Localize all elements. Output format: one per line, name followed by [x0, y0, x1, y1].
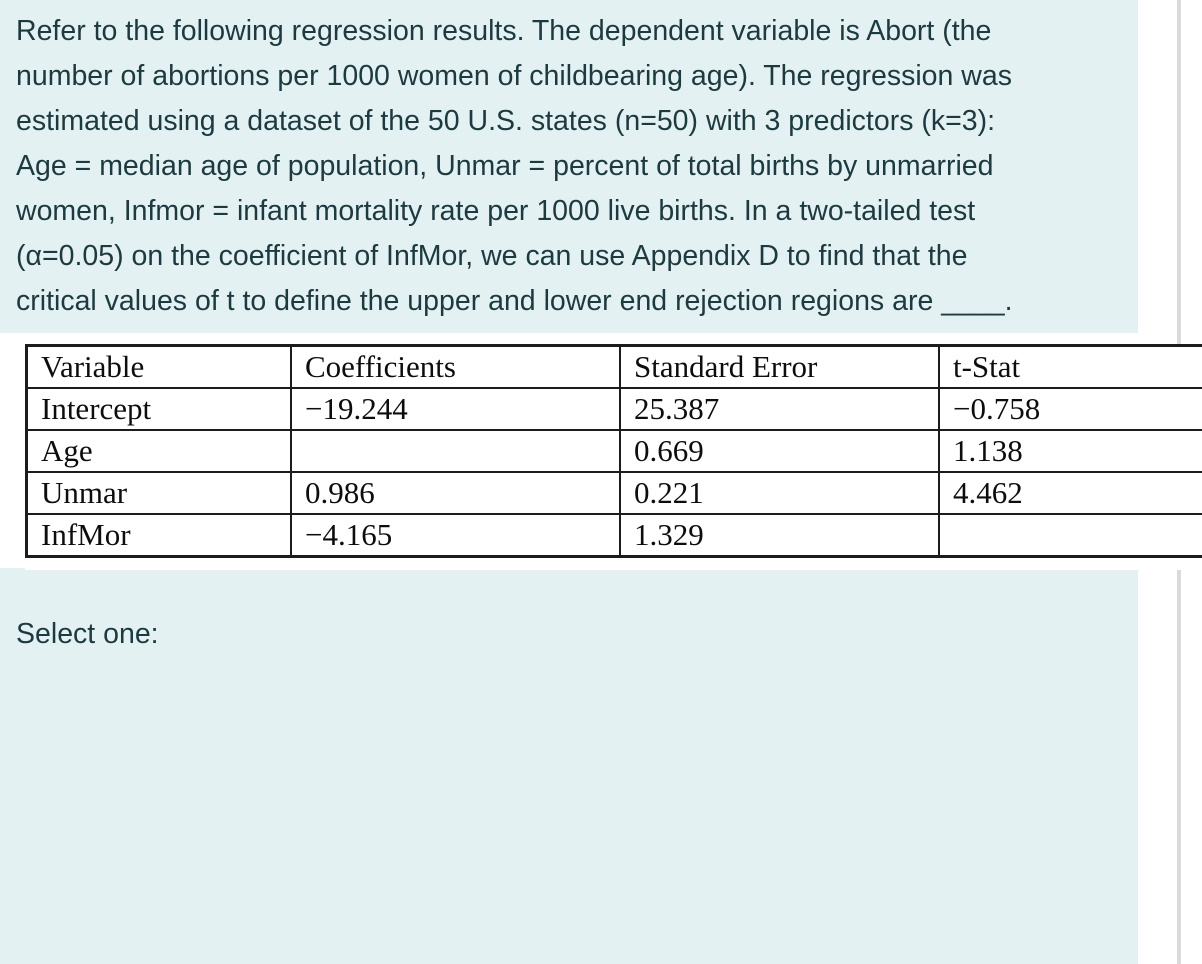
- table-cell: Age: [25, 429, 292, 473]
- select-one-label: Select one:: [16, 618, 159, 650]
- table-row: InfMor −4.165 1.329: [25, 513, 1202, 558]
- table-cell: 4.462: [938, 471, 1202, 515]
- table-cell: 1.329: [619, 513, 940, 558]
- question-line: Age = median age of population, Unmar = …: [16, 150, 994, 182]
- table-row: Intercept −19.244 25.387 −0.758: [25, 387, 1202, 431]
- answer-options-block: Select one: ±2.013 ±1.657 ±2.306 ±3.707: [0, 568, 1138, 964]
- table-header-cell: t-Stat: [938, 344, 1202, 389]
- question-line: number of abortions per 1000 women of ch…: [16, 60, 1012, 92]
- table-header-row: Variable Coefficients Standard Error t-S…: [25, 344, 1202, 389]
- table-cell: 0.221: [619, 471, 940, 515]
- regression-table: Variable Coefficients Standard Error t-S…: [25, 344, 1202, 558]
- table-header-cell: Coefficients: [290, 344, 621, 389]
- table-cell: [938, 513, 1202, 558]
- table-header-cell: Standard Error: [619, 344, 940, 389]
- regression-table-image: Variable Coefficients Standard Error t-S…: [25, 344, 1202, 570]
- table-cell: [290, 429, 621, 473]
- table-cell: −0.758: [938, 387, 1202, 431]
- table-cell: −19.244: [290, 387, 621, 431]
- question-line: women, Infmor = infant mortality rate pe…: [16, 195, 976, 227]
- table-cell: 25.387: [619, 387, 940, 431]
- table-cell: InfMor: [25, 513, 292, 558]
- table-row: Unmar 0.986 0.221 4.462: [25, 471, 1202, 515]
- table-cell: 0.669: [619, 429, 940, 473]
- table-cell: 1.138: [938, 429, 1202, 473]
- table-cell: Intercept: [25, 387, 292, 431]
- question-text-block: Refer to the following regression result…: [0, 0, 1138, 333]
- table-cell: 0.986: [290, 471, 621, 515]
- question-line: Refer to the following regression result…: [16, 15, 992, 47]
- table-cell: Unmar: [25, 471, 292, 515]
- table-row: Age 0.669 1.138: [25, 429, 1202, 473]
- table-cell: −4.165: [290, 513, 621, 558]
- question-line: estimated using a dataset of the 50 U.S.…: [16, 105, 996, 137]
- table-header-cell: Variable: [25, 344, 292, 389]
- question-line: (α=0.05) on the coefficient of InfMor, w…: [16, 240, 968, 272]
- question-line: critical values of t to define the upper…: [16, 285, 1013, 317]
